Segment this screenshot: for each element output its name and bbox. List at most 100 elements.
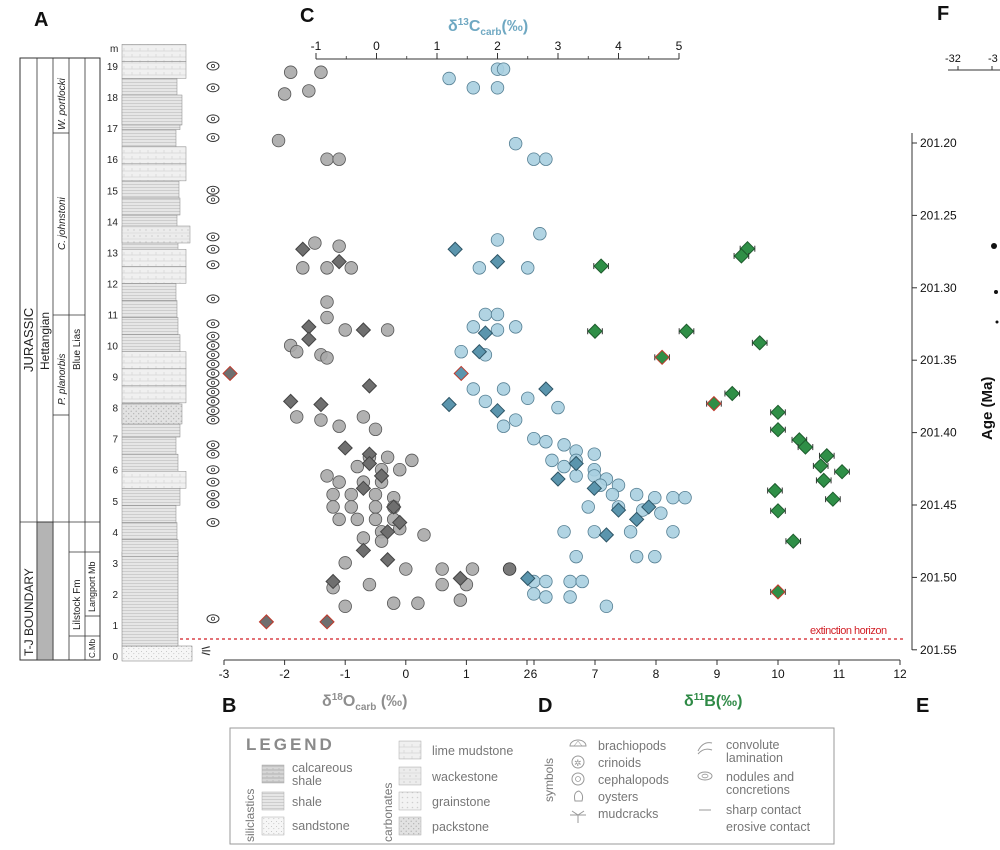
m-tick-label: 19 [107, 62, 119, 73]
d18o-point [356, 410, 371, 424]
legend-swatch-grainstone [398, 791, 422, 811]
age-tick-label: 201.50 [920, 570, 957, 584]
d13c-point [466, 382, 481, 396]
d18o-point [308, 236, 322, 250]
d13c-point [490, 323, 505, 337]
d13c-point [527, 587, 541, 601]
d11b-axis-title: δ11B(‰) [684, 692, 743, 710]
d11b-series [587, 240, 850, 600]
fossil-symbol [210, 501, 215, 506]
d18o-point [368, 500, 383, 514]
d11b-point [797, 439, 814, 455]
m-tick-label: 10 [107, 342, 119, 353]
litho-bed [121, 197, 181, 216]
legend-convolute-2: lamination [726, 751, 783, 765]
strat-table: JURASSIC Hettangian T-J BOUNDARY Blue Li… [19, 57, 101, 661]
d18o-tick-label: -1 [340, 667, 351, 681]
d11b-outlier [770, 584, 786, 600]
d18o-point [368, 487, 383, 502]
d13c-point-dark [502, 562, 517, 576]
d18o-diamond [301, 331, 317, 347]
d18o-point [320, 351, 334, 365]
d13c-tick-label: 5 [676, 39, 683, 53]
d18o-point [296, 261, 310, 275]
d11b-point [587, 323, 603, 339]
d13c-point [490, 233, 505, 247]
legend-nodules-1: nodules and [726, 770, 794, 784]
d13c-point [539, 152, 553, 166]
d18o-tick-label: 0 [402, 667, 409, 681]
d18o-point [290, 410, 304, 424]
d13c-diamond [471, 344, 488, 360]
d13c-point [629, 487, 644, 502]
d18o-point [338, 556, 352, 570]
d13c-point [508, 413, 523, 427]
m-tick-label: 5 [112, 497, 118, 508]
m-tick-label: 6 [112, 466, 118, 477]
d18o-diamond [313, 396, 329, 413]
d13c-diamond [586, 480, 603, 497]
d18o-point [302, 84, 316, 98]
fossil-symbol [210, 418, 215, 423]
legend-sharp-contact: sharp contact [726, 803, 802, 817]
d13c-tick-label: 1 [434, 39, 441, 53]
d11b-point [770, 503, 786, 519]
d11b-tick-label: 6 [531, 667, 538, 681]
fossil-symbol [210, 616, 215, 621]
d11b-point [767, 482, 783, 499]
d13c-point [496, 419, 511, 433]
legend-swatch-sandstone [261, 816, 285, 836]
m-tick-label: 4 [112, 528, 118, 539]
fossil-symbol [206, 195, 220, 205]
label-hettangian: Hettangian [38, 312, 52, 370]
fossil-symbol-column: ⚟ [200, 61, 220, 659]
age-tick-label: 201.40 [920, 426, 957, 440]
panel-label-d: D [538, 695, 552, 717]
d18o-point [368, 512, 383, 527]
d18o-outlier [319, 614, 335, 630]
m-tick-label: 17 [107, 124, 119, 135]
litho-bed [121, 645, 193, 662]
d18o-point [338, 599, 352, 614]
d11b-point [785, 533, 801, 549]
d18o-point [290, 345, 304, 359]
litho-bed [121, 248, 187, 267]
m-tick-label: 1 [112, 621, 118, 632]
fossil-symbol [210, 492, 215, 497]
fossil-symbol [206, 260, 220, 270]
mudcrack-icon [570, 810, 586, 823]
convolute-lamination-icon [697, 742, 713, 755]
age-tick-label: 201.45 [920, 498, 957, 512]
litho-bed [121, 551, 179, 647]
label-jurassic: JURASSIC [21, 308, 36, 372]
litho-bed [121, 334, 181, 352]
label-blue-lias: Blue Lias [72, 329, 83, 370]
d13c-point [599, 599, 614, 614]
d13c-point [490, 307, 505, 322]
legend-calcareous-shale-1: calcareous [292, 761, 352, 775]
d13c-point [557, 525, 571, 539]
d18o-point [350, 459, 365, 474]
panel-label-e: E [916, 695, 929, 717]
d13c-point [539, 435, 553, 449]
fossil-symbol [210, 188, 215, 193]
d13c-diamond [568, 455, 584, 472]
mudcrack-symbol: ⚟ [200, 643, 213, 659]
fossil-symbol [210, 116, 215, 121]
fossil-symbol [210, 321, 215, 326]
d18o-point [380, 450, 395, 464]
cephalopod-icon [571, 772, 585, 786]
fossil-symbol [210, 135, 215, 140]
crinoid-icon: ✲ [571, 755, 585, 769]
d13c-point [466, 81, 481, 95]
fossil-symbol [210, 408, 215, 413]
fossil-symbol [206, 490, 220, 500]
d13c-point [611, 478, 626, 492]
litho-bed [121, 488, 181, 506]
legend-wackestone: wackestone [431, 770, 498, 784]
m-tick-label: 18 [107, 93, 119, 104]
legend-brachiopods: brachiopods [598, 739, 666, 753]
d13c-axis-title: δ13Ccarb(‰) [448, 17, 528, 38]
fossil-symbol [206, 359, 220, 369]
